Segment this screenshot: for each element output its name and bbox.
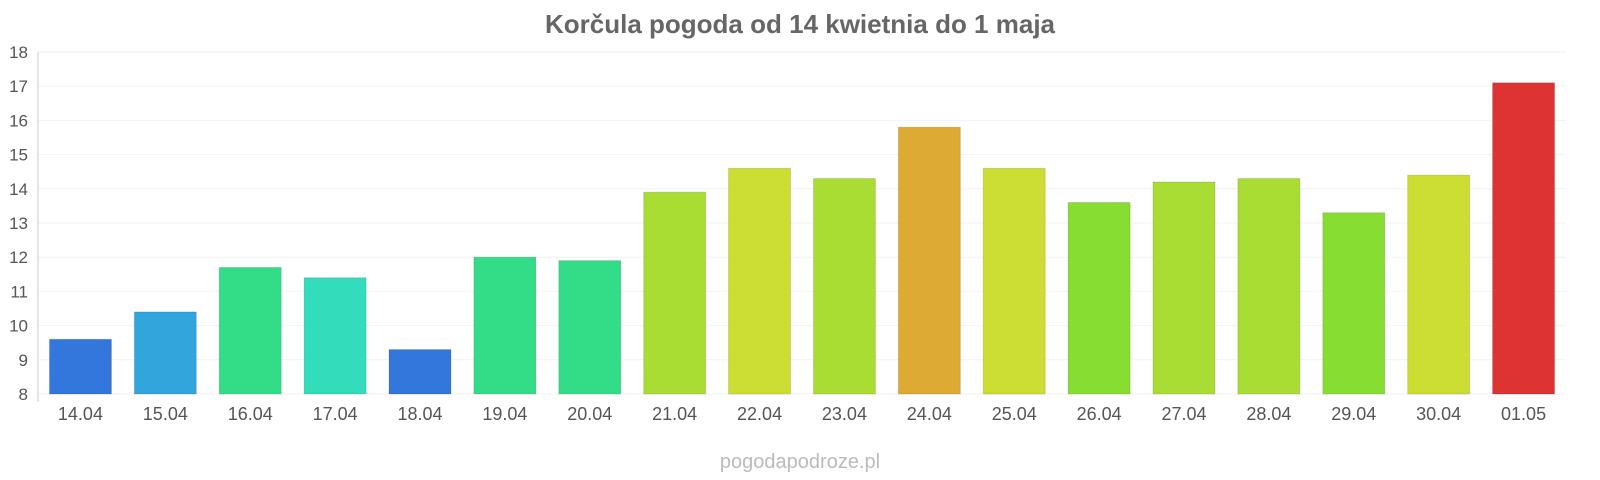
bar-28.04 bbox=[1237, 178, 1301, 395]
bar-01.05 bbox=[1492, 82, 1556, 395]
x-tick-label: 17.04 bbox=[313, 404, 358, 424]
y-tick-label: 15 bbox=[9, 146, 28, 165]
y-axis-ticks: 8 9 10 11 12 13 14 15 16 17 18 bbox=[9, 43, 28, 404]
y-tick-label: 16 bbox=[9, 111, 28, 130]
bar-16.04 bbox=[218, 266, 282, 395]
x-tick-label: 18.04 bbox=[397, 404, 442, 424]
bar-17.04 bbox=[303, 277, 367, 395]
x-tick-label: 21.04 bbox=[652, 404, 697, 424]
y-tick-label: 14 bbox=[9, 180, 28, 199]
x-tick-label: 01.05 bbox=[1501, 404, 1546, 424]
y-tick-label: 13 bbox=[9, 214, 28, 233]
bar-26.04 bbox=[1067, 201, 1131, 395]
y-tick-label: 17 bbox=[9, 77, 28, 96]
bar-20.04 bbox=[558, 260, 622, 395]
bars bbox=[48, 82, 1556, 395]
bar-22.04 bbox=[728, 167, 792, 395]
bar-29.04 bbox=[1322, 212, 1386, 395]
x-tick-label: 15.04 bbox=[143, 404, 188, 424]
chart-title: Korčula pogoda od 14 kwietnia do 1 maja bbox=[545, 9, 1056, 39]
x-tick-label: 29.04 bbox=[1331, 404, 1376, 424]
x-axis-ticks: 14.04 15.04 16.04 17.04 18.04 19.04 20.04 21.04… bbox=[58, 404, 1546, 424]
y-tick-label: 10 bbox=[9, 317, 28, 336]
x-tick-label: 25.04 bbox=[992, 404, 1037, 424]
bar-18.04 bbox=[388, 349, 452, 395]
y-tick-label: 9 bbox=[19, 351, 28, 370]
watermark-text: pogodapodroze.pl bbox=[720, 451, 880, 473]
x-tick-label: 26.04 bbox=[1077, 404, 1122, 424]
bar-19.04 bbox=[473, 256, 537, 395]
bar-30.04 bbox=[1407, 174, 1471, 395]
x-tick-label: 24.04 bbox=[907, 404, 952, 424]
x-tick-label: 22.04 bbox=[737, 404, 782, 424]
y-tick-label: 8 bbox=[19, 385, 28, 404]
bar-15.04 bbox=[133, 311, 197, 395]
x-tick-label: 27.04 bbox=[1161, 404, 1206, 424]
x-tick-label: 14.04 bbox=[58, 404, 103, 424]
x-tick-label: 23.04 bbox=[822, 404, 867, 424]
y-tick-label: 11 bbox=[10, 282, 28, 301]
x-tick-label: 28.04 bbox=[1246, 404, 1291, 424]
bar-27.04 bbox=[1152, 181, 1216, 395]
bar-24.04 bbox=[897, 126, 961, 395]
bar-14.04 bbox=[48, 338, 112, 395]
bar-23.04 bbox=[812, 178, 876, 395]
x-tick-label: 30.04 bbox=[1416, 404, 1461, 424]
x-tick-label: 20.04 bbox=[567, 404, 612, 424]
x-tick-label: 16.04 bbox=[228, 404, 273, 424]
bar-25.04 bbox=[982, 167, 1046, 395]
y-tick-label: 12 bbox=[9, 248, 28, 267]
grid-lines bbox=[38, 51, 1566, 395]
y-tick-label: 18 bbox=[9, 43, 28, 62]
x-tick-label: 19.04 bbox=[482, 404, 527, 424]
bar-21.04 bbox=[643, 191, 707, 395]
